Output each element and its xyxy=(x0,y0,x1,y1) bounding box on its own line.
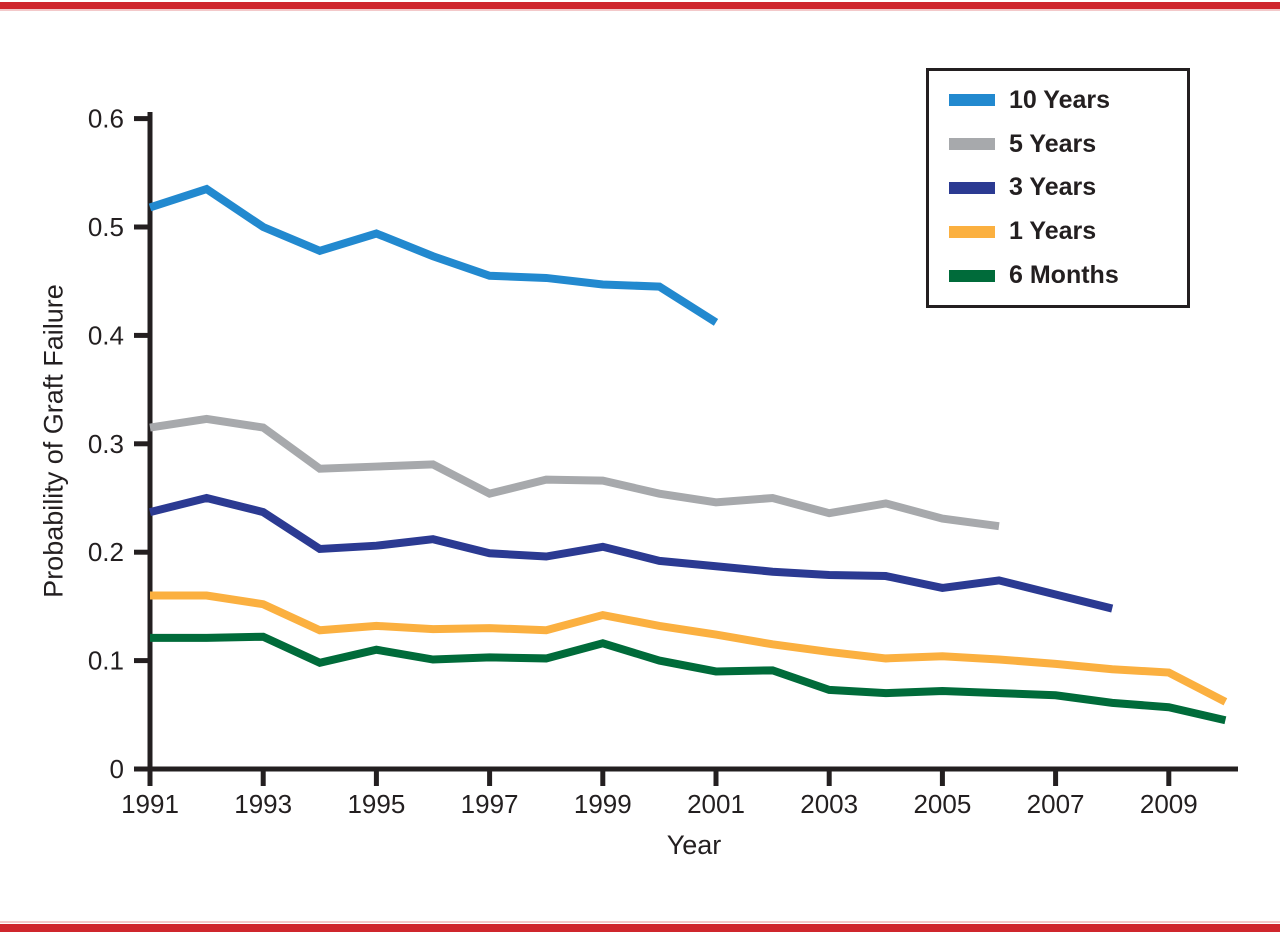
legend-label-6-months: 6 Months xyxy=(1009,261,1119,290)
legend-item-10-years: 10 Years xyxy=(949,86,1187,115)
legend-swatch-5-years xyxy=(949,138,995,151)
legend-item-5-years: 5 Years xyxy=(949,130,1187,159)
legend-label-1-years: 1 Years xyxy=(1009,217,1097,246)
x-axis-title: Year xyxy=(666,830,722,860)
x-tick-label: 2003 xyxy=(800,789,858,819)
top-border-shadow xyxy=(0,9,1280,11)
legend-item-3-years: 3 Years xyxy=(949,173,1187,202)
series-line-5-years xyxy=(149,414,1000,531)
y-tick-label: 0.5 xyxy=(88,212,124,242)
legend-swatch-3-years xyxy=(949,181,995,194)
y-tick-label: 0.6 xyxy=(88,104,124,134)
legend-item-1-years: 1 Years xyxy=(949,217,1187,246)
y-tick-label: 0.1 xyxy=(88,646,124,676)
legend-item-6-months: 6 Months xyxy=(949,261,1187,290)
x-tick-label: 1995 xyxy=(347,789,405,819)
bottom-border-shadow xyxy=(0,921,1280,923)
bottom-border xyxy=(0,924,1280,932)
series-line-1-years xyxy=(150,591,1228,706)
y-tick-label: 0 xyxy=(110,754,124,784)
y-tick-label: 0.2 xyxy=(88,537,124,567)
legend-swatch-6-months xyxy=(949,269,995,282)
x-tick-label: 1997 xyxy=(461,789,519,819)
legend-label-3-years: 3 Years xyxy=(1009,173,1097,202)
x-tick-label: 2005 xyxy=(913,789,971,819)
legend-label-10-years: 10 Years xyxy=(1009,85,1111,114)
y-axis-title: Probability of Graft Failure xyxy=(38,284,69,598)
series-line-3-years xyxy=(149,493,1114,613)
y-tick-label: 0.3 xyxy=(88,429,124,459)
y-tick-label: 0.4 xyxy=(88,320,124,350)
legend-swatch-10-years xyxy=(949,94,995,107)
x-tick-label: 2001 xyxy=(687,789,745,819)
series-line-10-years xyxy=(148,184,719,326)
x-tick-label: 1991 xyxy=(121,789,179,819)
legend-swatch-1-years xyxy=(949,225,995,238)
x-tick-label: 2009 xyxy=(1140,789,1198,819)
x-tick-label: 1993 xyxy=(234,789,292,819)
top-border xyxy=(0,2,1280,9)
x-tick-label: 1999 xyxy=(574,789,632,819)
x-tick-label: 2007 xyxy=(1027,789,1085,819)
series-line-6-months xyxy=(150,632,1227,725)
legend: 10 Years 5 Years 3 Years 1 Years 6 Months xyxy=(926,68,1190,308)
legend-label-5-years: 5 Years xyxy=(1009,129,1097,158)
